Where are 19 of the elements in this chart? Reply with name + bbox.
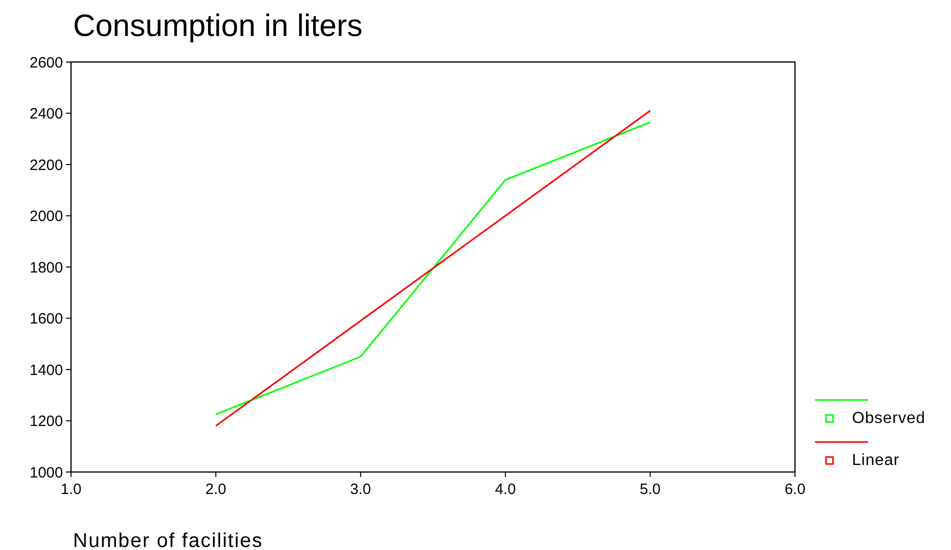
x-tick-label: 1.0 bbox=[60, 481, 82, 498]
y-tick-label: 1400 bbox=[30, 362, 63, 379]
y-tick-label: 1200 bbox=[30, 413, 63, 430]
y-tick-label: 1600 bbox=[30, 310, 63, 328]
x-tick-label: 4.0 bbox=[494, 481, 516, 498]
x-axis-title: Number of facilities bbox=[73, 530, 264, 550]
y-tick-label: 2200 bbox=[30, 156, 63, 174]
legend-label: Observed bbox=[852, 410, 926, 427]
y-tick-label: 2000 bbox=[30, 208, 63, 225]
y-tick-label: 1800 bbox=[30, 259, 63, 276]
x-tick-label: 6.0 bbox=[784, 481, 806, 498]
y-tick-label: 2600 bbox=[30, 54, 63, 72]
legend-label: Linear bbox=[852, 452, 900, 469]
x-tick-label: 2.0 bbox=[205, 481, 226, 498]
x-tick-label: 5.0 bbox=[640, 481, 661, 498]
chart-title: Consumption in liters bbox=[73, 8, 362, 43]
y-tick-label: 1000 bbox=[30, 464, 63, 482]
x-tick-label: 3.0 bbox=[350, 481, 372, 498]
y-tick-label: 2400 bbox=[30, 106, 63, 122]
